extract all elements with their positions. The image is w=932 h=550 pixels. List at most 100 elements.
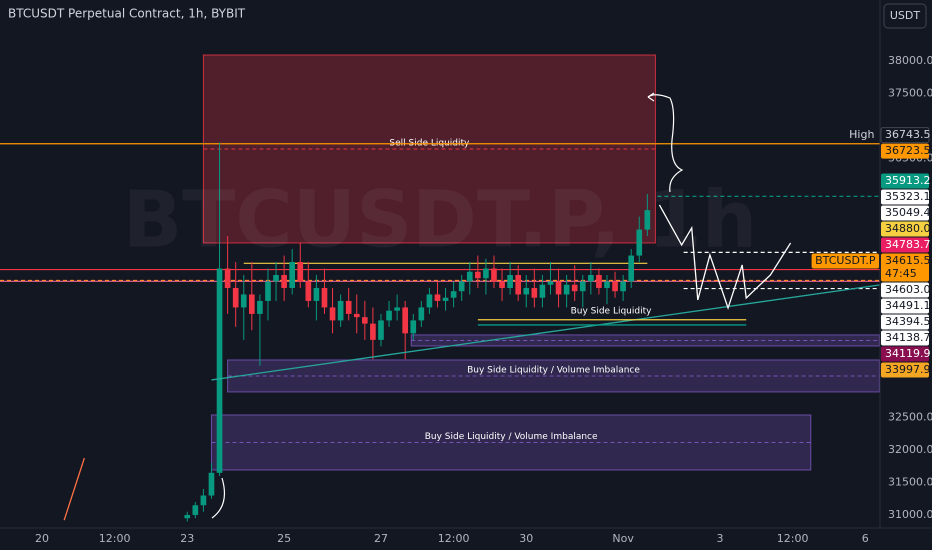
candle-body bbox=[281, 275, 287, 288]
zone-label: Buy Side Liquidity / Volume Imbalance bbox=[425, 432, 598, 442]
price-tag-label: 34138.7 bbox=[885, 331, 931, 344]
candle-body bbox=[305, 281, 312, 301]
candle-body bbox=[418, 307, 425, 321]
arrow-head bbox=[647, 92, 655, 102]
candle-body bbox=[394, 307, 400, 311]
candle-body bbox=[273, 275, 279, 282]
price-tag bbox=[881, 253, 929, 282]
x-tick-label: 12:00 bbox=[99, 532, 131, 545]
price-tag bbox=[881, 298, 929, 314]
candle-body bbox=[329, 307, 336, 321]
price-tag bbox=[881, 314, 929, 330]
price-tag-label: 35323.1 bbox=[885, 190, 931, 203]
price-tag-label: 34119.9 bbox=[885, 347, 931, 360]
candle-body bbox=[499, 281, 505, 288]
candle-body bbox=[434, 294, 441, 301]
candle-body bbox=[555, 281, 562, 295]
zone bbox=[210, 414, 812, 471]
candle-body bbox=[313, 287, 320, 301]
price-tag bbox=[881, 362, 929, 378]
candle-body bbox=[539, 284, 546, 298]
candle-body bbox=[410, 320, 417, 334]
x-tick-label: 20 bbox=[35, 532, 49, 545]
currency-button[interactable] bbox=[883, 3, 927, 29]
price-tag bbox=[881, 173, 929, 189]
candle-body bbox=[402, 307, 409, 334]
candle-body bbox=[604, 281, 610, 288]
candle-body bbox=[337, 300, 344, 321]
x-tick-label: 30 bbox=[519, 532, 533, 545]
price-tag-label: 35049.4 bbox=[885, 206, 931, 219]
candle-body bbox=[192, 505, 199, 515]
price-tag-name: High bbox=[849, 128, 874, 141]
candle-body bbox=[547, 281, 554, 285]
price-tag-label: 36743.5 bbox=[885, 128, 931, 141]
x-tick-label: Nov bbox=[612, 532, 634, 545]
candle-body bbox=[644, 210, 651, 230]
price-tag bbox=[881, 330, 929, 346]
candle-body bbox=[240, 294, 247, 308]
countdown: 47:45 bbox=[885, 267, 917, 280]
price-tag bbox=[881, 221, 929, 237]
price-tag-label: 34603.0 bbox=[885, 283, 931, 296]
price-tag-label: 34783.7 bbox=[885, 238, 931, 251]
price-tag-name-bg bbox=[844, 127, 879, 143]
candle-body bbox=[531, 287, 538, 298]
candle-body bbox=[297, 262, 304, 282]
candle-body bbox=[475, 271, 481, 279]
candle-body bbox=[353, 313, 360, 318]
candle-body bbox=[257, 300, 263, 314]
chart-title: BTCUSDT Perpetual Contract, 1h, BYBIT bbox=[8, 7, 246, 21]
curly-arrow bbox=[647, 94, 684, 193]
candle-body bbox=[249, 294, 255, 314]
candle-body bbox=[224, 268, 231, 288]
price-tag bbox=[881, 205, 929, 221]
price-tag-label: 33997.9 bbox=[885, 363, 931, 376]
candle-body bbox=[450, 291, 457, 298]
currency-label[interactable]: USDT bbox=[890, 9, 921, 22]
x-tick-label: 27 bbox=[374, 532, 388, 545]
candle-body bbox=[466, 271, 473, 282]
candle-body bbox=[563, 284, 570, 295]
price-tag-label: 34491.1 bbox=[885, 299, 931, 312]
candle-body bbox=[200, 495, 207, 506]
candle-body bbox=[620, 281, 626, 292]
candle-body bbox=[636, 229, 643, 256]
price-tag bbox=[881, 346, 929, 362]
x-tick-label: 12:00 bbox=[438, 532, 470, 545]
y-tick-label: 31000.0 bbox=[888, 508, 932, 521]
price-tag bbox=[881, 189, 929, 205]
candle-body bbox=[571, 284, 578, 292]
watermark: BTCUSDT.P, 1h bbox=[123, 175, 758, 265]
price-tag-name: BTCUSDT.P bbox=[815, 254, 876, 267]
x-tick-label: 12:00 bbox=[777, 532, 809, 545]
candle-body bbox=[507, 275, 513, 288]
candle-body bbox=[628, 255, 635, 282]
candle-body bbox=[491, 268, 497, 282]
price-tag-name-bg bbox=[811, 253, 879, 269]
x-tick-label: 25 bbox=[277, 532, 291, 545]
candle-body bbox=[523, 287, 530, 295]
candle-body bbox=[612, 281, 618, 292]
price-tag-label: 34394.5 bbox=[885, 315, 931, 328]
y-tick-label: 31500.0 bbox=[888, 476, 932, 489]
candle-body bbox=[232, 287, 239, 308]
candle-body bbox=[216, 268, 223, 473]
candle-body bbox=[442, 297, 449, 301]
candle-body bbox=[579, 281, 586, 292]
y-tick-label: 32000.0 bbox=[888, 443, 932, 456]
candle-body bbox=[345, 300, 352, 314]
y-tick-label: 32500.0 bbox=[888, 411, 932, 424]
candle-body bbox=[378, 320, 384, 340]
price-tag bbox=[881, 237, 929, 253]
candle-body bbox=[588, 275, 594, 282]
y-tick-label: 37500.0 bbox=[888, 86, 932, 99]
x-tick-label: 6 bbox=[862, 532, 869, 545]
price-axis: 38000.037500.036500.032500.032000.031500… bbox=[811, 54, 932, 521]
price-tag bbox=[881, 282, 929, 298]
price-tag-label: 34880.0 bbox=[885, 222, 931, 235]
price-tag bbox=[880, 127, 930, 144]
candle-body bbox=[265, 281, 271, 301]
zone-label: Buy Side Liquidity / Volume Imbalance bbox=[467, 365, 640, 375]
